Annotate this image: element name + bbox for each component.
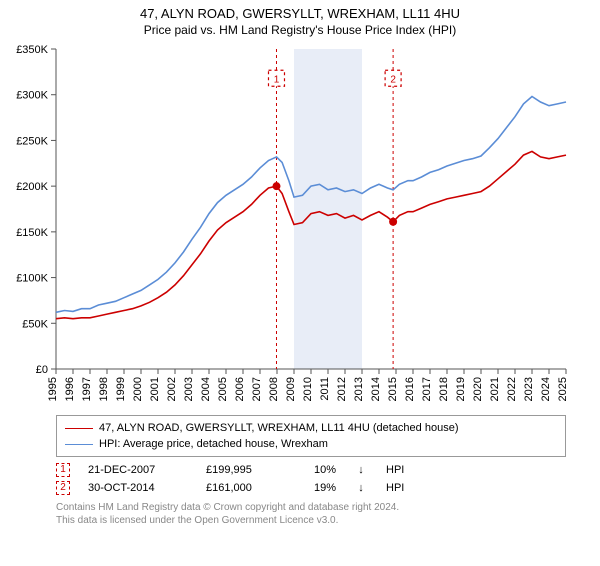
y-tick-label: £50K	[22, 318, 48, 330]
y-tick-label: £0	[36, 364, 48, 376]
line-chart-svg: £0 £50K £100K £150K £200K £250K £300K £350K 1995…	[0, 39, 600, 409]
sale-dot	[272, 182, 280, 190]
y-tick-label: £100K	[16, 273, 48, 285]
y-tick-label: £150K	[16, 227, 48, 239]
y-tick-label: £350K	[16, 44, 48, 56]
chart-title: 47, ALYN ROAD, GWERSYLLT, WREXHAM, LL11 …	[0, 6, 600, 21]
chart-subtitle: Price paid vs. HM Land Registry's House …	[0, 23, 600, 37]
x-tick-label: 1997	[81, 377, 93, 401]
sale-tag: HPI	[386, 479, 416, 497]
sale-price: £161,000	[206, 479, 278, 497]
x-tick-label: 2006	[234, 377, 246, 401]
x-tick-label: 2014	[370, 377, 382, 401]
recession-band	[294, 49, 362, 369]
x-tick-label: 2025	[557, 377, 569, 401]
x-tick-label: 2000	[132, 377, 144, 401]
sale-marker-id: 1	[274, 74, 280, 85]
legend-label: 47, ALYN ROAD, GWERSYLLT, WREXHAM, LL11 …	[99, 420, 458, 436]
down-arrow-icon: ↓	[354, 479, 368, 497]
x-tick-label: 2004	[200, 377, 212, 401]
sale-dot	[389, 218, 397, 226]
footer-line: Contains HM Land Registry data © Crown c…	[56, 501, 566, 514]
sale-row: 1 21-DEC-2007 £199,995 10% ↓ HPI	[56, 461, 566, 479]
sale-tag: HPI	[386, 461, 416, 479]
x-tick-label: 2020	[472, 377, 484, 401]
x-tick-label: 2008	[268, 377, 280, 401]
down-arrow-icon: ↓	[354, 461, 368, 479]
x-tick-label: 2016	[404, 377, 416, 401]
x-tick-label: 1999	[115, 377, 127, 401]
x-tick-label: 2017	[421, 377, 433, 401]
x-tick-label: 2013	[353, 377, 365, 401]
sales-table: 1 21-DEC-2007 £199,995 10% ↓ HPI 2 30-OCT-2014 £…	[56, 461, 566, 497]
sale-row-marker: 2	[56, 481, 70, 495]
legend-label: HPI: Average price, detached house, Wrex…	[99, 436, 328, 452]
x-tick-label: 2022	[506, 377, 518, 401]
x-tick-label: 1996	[64, 377, 76, 401]
sale-marker-id: 2	[390, 74, 396, 85]
x-tick-label: 2005	[217, 377, 229, 401]
x-tick-label: 2002	[166, 377, 178, 401]
sale-diff: 19%	[296, 479, 336, 497]
sale-date: 30-OCT-2014	[88, 479, 188, 497]
x-tick-label: 1998	[98, 377, 110, 401]
x-tick-label: 2007	[251, 377, 263, 401]
x-tick-label: 2015	[387, 377, 399, 401]
legend-swatch	[65, 444, 93, 445]
x-tick-label: 2003	[183, 377, 195, 401]
legend-item: 47, ALYN ROAD, GWERSYLLT, WREXHAM, LL11 …	[65, 420, 557, 436]
y-tick-label: £250K	[16, 135, 48, 147]
legend: 47, ALYN ROAD, GWERSYLLT, WREXHAM, LL11 …	[56, 415, 566, 457]
x-tick-label: 2023	[523, 377, 535, 401]
sale-price: £199,995	[206, 461, 278, 479]
sale-diff: 10%	[296, 461, 336, 479]
x-tick-label: 2010	[302, 377, 314, 401]
x-tick-label: 2011	[319, 377, 331, 401]
x-tick-label: 2019	[455, 377, 467, 401]
footer-line: This data is licensed under the Open Gov…	[56, 514, 566, 527]
sale-date: 21-DEC-2007	[88, 461, 188, 479]
x-tick-label: 2001	[149, 377, 161, 401]
legend-swatch	[65, 428, 93, 429]
sale-row: 2 30-OCT-2014 £161,000 19% ↓ HPI	[56, 479, 566, 497]
x-tick-label: 1995	[47, 377, 59, 401]
y-tick-label: £300K	[16, 90, 48, 102]
x-tick-label: 2018	[438, 377, 450, 401]
x-tick-label: 2012	[336, 377, 348, 401]
x-tick-label: 2009	[285, 377, 297, 401]
footer-attribution: Contains HM Land Registry data © Crown c…	[56, 501, 566, 527]
x-tick-label: 2021	[489, 377, 501, 401]
sale-row-marker: 1	[56, 463, 70, 477]
chart-area: £0 £50K £100K £150K £200K £250K £300K £350K 1995…	[0, 39, 600, 409]
x-tick-label: 2024	[540, 377, 552, 401]
legend-item: HPI: Average price, detached house, Wrex…	[65, 436, 557, 452]
y-tick-label: £200K	[16, 181, 48, 193]
